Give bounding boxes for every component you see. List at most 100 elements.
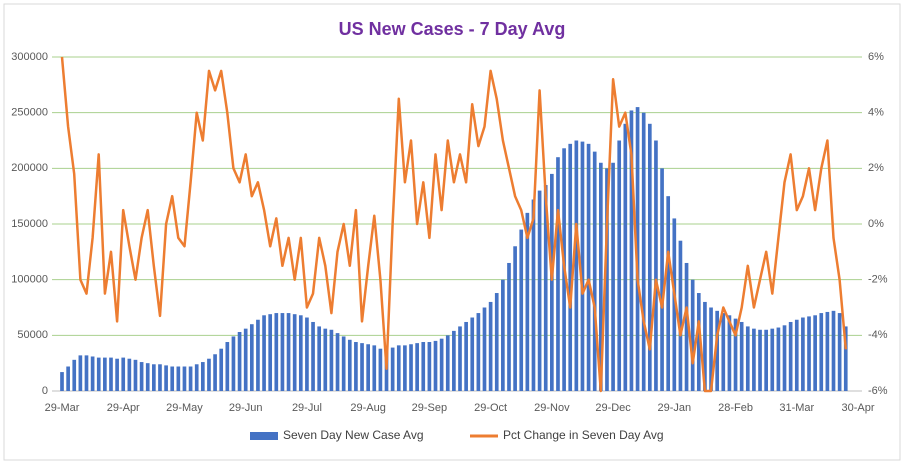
bar (586, 143, 591, 391)
bar (592, 151, 597, 391)
bar (647, 123, 652, 392)
bar (329, 329, 334, 391)
bar (225, 342, 230, 391)
bar (519, 229, 524, 391)
bar (807, 316, 811, 391)
bar (213, 354, 217, 391)
x-tick-label: 29-Jun (229, 402, 263, 414)
bar (90, 356, 95, 391)
x-tick-label: 29-May (166, 402, 203, 414)
bar (78, 355, 83, 391)
x-tick-label: 29-Apr (107, 402, 140, 414)
bar (139, 362, 144, 391)
bar (715, 310, 720, 391)
x-tick-label: 29-Nov (534, 402, 570, 414)
bar (598, 162, 603, 391)
bar (445, 335, 450, 391)
bar (801, 317, 805, 391)
bar (109, 357, 113, 391)
bar (170, 366, 175, 391)
x-tick-label: 29-Jan (657, 402, 691, 414)
bar (727, 315, 732, 391)
bar (176, 366, 181, 391)
bar (788, 321, 793, 391)
bar (384, 349, 389, 391)
bar (660, 168, 664, 391)
bar (256, 319, 260, 391)
bar (721, 313, 726, 391)
bar (470, 317, 475, 391)
bar (580, 141, 585, 391)
bar (654, 140, 658, 391)
legend-label: Pct Change in Seven Day Avg (503, 428, 664, 442)
bar (825, 311, 830, 391)
bar (433, 340, 438, 391)
bar (133, 359, 138, 391)
bar (219, 348, 224, 391)
y-tick-label: 250000 (11, 107, 48, 119)
bar (513, 246, 517, 391)
bar (274, 313, 279, 391)
bar (623, 123, 628, 392)
bar (341, 336, 346, 391)
bar (421, 342, 426, 391)
chart-frame (3, 3, 901, 461)
bar (550, 173, 554, 391)
bar (335, 333, 340, 391)
bar (617, 140, 622, 391)
bar (152, 364, 156, 391)
bar (60, 372, 64, 391)
x-tick-label: 29-Dec (595, 402, 631, 414)
bar (249, 324, 254, 391)
y-tick-label: 0 (42, 385, 48, 397)
y2-tick-label: 4% (868, 107, 884, 119)
bar (611, 162, 615, 391)
bar (121, 357, 126, 391)
bar (231, 336, 236, 391)
bar (427, 342, 432, 391)
bar (782, 325, 787, 391)
bar (311, 321, 315, 391)
y-tick-label: 50000 (17, 329, 48, 341)
bar (745, 326, 750, 391)
x-tick-label: 28-Feb (718, 402, 753, 414)
bar (629, 110, 634, 391)
x-tick-label: 29-Sep (412, 402, 447, 414)
y2-tick-label: 2% (868, 162, 884, 174)
bar (452, 330, 456, 391)
bar (305, 317, 309, 391)
bar (115, 358, 119, 391)
bar (403, 345, 407, 391)
bar (439, 338, 444, 391)
bar (378, 348, 383, 391)
bar (243, 328, 248, 391)
bar (396, 345, 401, 391)
bar (354, 342, 358, 391)
bar (237, 331, 242, 391)
bar (770, 328, 775, 391)
y-tick-label: 150000 (11, 218, 48, 230)
bar (758, 329, 762, 391)
bar (488, 301, 493, 391)
bar (482, 307, 487, 391)
bar (764, 329, 768, 391)
bar (72, 359, 77, 391)
y-tick-label: 200000 (11, 162, 48, 174)
line (60, 56, 848, 393)
bar (390, 347, 395, 391)
bar (182, 366, 187, 391)
bar (843, 326, 848, 391)
bar (262, 315, 266, 391)
bar (458, 326, 462, 391)
bar (794, 319, 799, 391)
bar (194, 364, 199, 391)
chart-title: US New Cases - 7 Day Avg (339, 19, 566, 39)
bar (200, 362, 205, 391)
bar (752, 328, 756, 391)
bar (323, 328, 328, 391)
bar (776, 327, 781, 391)
bar (103, 357, 107, 391)
bar (188, 366, 193, 391)
bar (672, 218, 677, 391)
x-tick-label: 30-Apr (841, 402, 874, 414)
